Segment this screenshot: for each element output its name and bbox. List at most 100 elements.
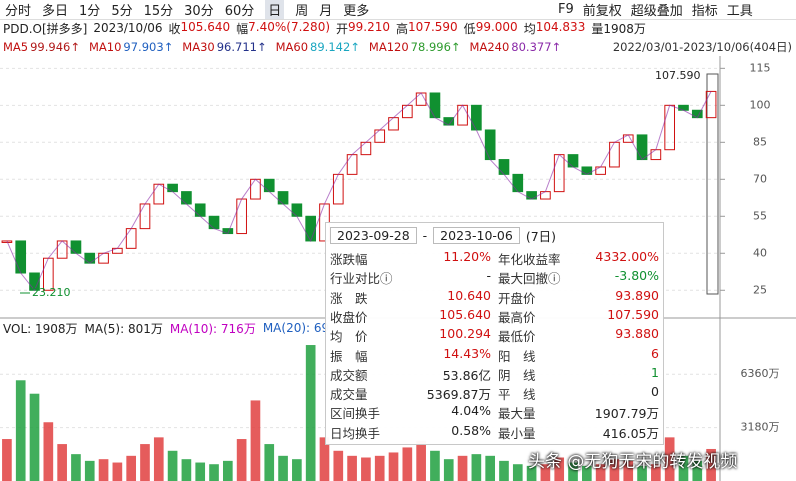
volume-bar bbox=[554, 457, 565, 481]
y-tick-label: 25 bbox=[753, 283, 767, 296]
low-label: 23.210 bbox=[32, 286, 71, 299]
quote-label: 开 bbox=[336, 21, 349, 36]
volume-bar bbox=[333, 450, 344, 481]
stat-value: 1 bbox=[651, 364, 659, 380]
period-tabs: 分时 多日 1分 5分 15分 30分 60分日周月更多 bbox=[0, 0, 369, 19]
volume-bar bbox=[430, 450, 440, 481]
volume-bar bbox=[112, 462, 123, 481]
period-tab[interactable]: 分时 bbox=[5, 4, 32, 19]
volume-bar bbox=[250, 400, 261, 481]
stat-label: 振 幅 bbox=[330, 348, 368, 364]
period-tab[interactable]: 1分 bbox=[79, 4, 101, 19]
candle bbox=[401, 104, 413, 119]
candle bbox=[167, 183, 178, 193]
volume-bar bbox=[664, 437, 675, 481]
y-tick-label: 115 bbox=[750, 61, 771, 74]
candle bbox=[291, 203, 303, 217]
volume-bar bbox=[485, 455, 496, 481]
start-date[interactable]: 2023-09-28 bbox=[330, 226, 417, 244]
volume-bar bbox=[443, 459, 454, 481]
candle bbox=[305, 215, 317, 242]
stat-label: 最小量 bbox=[498, 425, 536, 441]
volume-legend-item: MA(10): 716万 bbox=[169, 321, 256, 336]
watermark: 头条 @无狗无宋的转发视频 bbox=[528, 452, 738, 472]
volume-bar bbox=[581, 465, 592, 481]
ma-value: 78.996↑ bbox=[410, 39, 461, 54]
candle bbox=[443, 117, 455, 126]
stat-label: 成交量 bbox=[330, 387, 368, 403]
quote-label: 均 bbox=[523, 21, 536, 36]
candle bbox=[153, 183, 165, 205]
y-tick-label: 85 bbox=[753, 135, 767, 148]
volume-bar bbox=[209, 464, 219, 481]
volume-legend-item: MA(20): 69 bbox=[262, 321, 330, 335]
candle bbox=[581, 166, 593, 175]
selection-box bbox=[706, 73, 719, 295]
volume-bar bbox=[71, 454, 81, 481]
period-tab[interactable]: 周 bbox=[295, 4, 309, 19]
candle bbox=[194, 203, 206, 217]
candle bbox=[664, 104, 676, 151]
ma-item: MA120 78.996↑ bbox=[369, 40, 461, 54]
tool-button[interactable]: 指标 bbox=[691, 4, 718, 19]
period-tab[interactable]: 15分 bbox=[143, 4, 174, 19]
volume-bar bbox=[15, 380, 26, 481]
candle bbox=[553, 154, 565, 193]
volume-bar bbox=[43, 422, 54, 481]
stat-label: 日均换手 bbox=[330, 425, 381, 441]
tool-button[interactable]: 前复权 bbox=[582, 4, 622, 19]
ma-item: MA30 96.711↑ bbox=[182, 40, 266, 54]
stat-value: 4332.00% bbox=[595, 249, 659, 264]
candle bbox=[526, 191, 537, 200]
symbol: PDD.O[拼多多] bbox=[3, 21, 88, 36]
tool-button[interactable]: F9 bbox=[558, 2, 574, 17]
volume-bar bbox=[140, 444, 150, 481]
tool-button[interactable]: 工具 bbox=[726, 4, 753, 19]
period-tab[interactable]: 更多 bbox=[343, 4, 370, 19]
ma-value: 99.946↑ bbox=[30, 39, 80, 54]
ma-legend: MA5 99.946↑ MA10 97.903↑ MA30 96.711↑ MA60 89.1… bbox=[0, 38, 565, 55]
end-date[interactable]: 2023-10-06 bbox=[433, 226, 520, 244]
candle bbox=[609, 141, 620, 168]
stat-label: 平 线 bbox=[498, 387, 536, 403]
volume-bar bbox=[678, 455, 689, 481]
quote-value: 104.833 bbox=[535, 19, 586, 34]
candle bbox=[84, 252, 96, 264]
quote-item: 量 1908万 bbox=[591, 20, 646, 37]
candle bbox=[429, 92, 441, 119]
popup-header: 2023-09-28 - 2023-10-06 (7日) bbox=[330, 225, 556, 245]
ma-item: MA60 89.142↑ bbox=[276, 40, 360, 54]
candle bbox=[360, 141, 372, 156]
divider bbox=[0, 19, 796, 20]
volume-bar bbox=[361, 457, 371, 481]
stat-value: 11.20% bbox=[443, 249, 491, 264]
period-tab[interactable]: 日 bbox=[265, 0, 285, 19]
close-line bbox=[6, 91, 712, 292]
volume-bar bbox=[692, 460, 703, 481]
volume-bar bbox=[236, 439, 247, 481]
stat-label: 阴 线 bbox=[498, 367, 536, 383]
date-range: 2022/03/01-2023/10/06(404日) bbox=[612, 39, 792, 54]
candle bbox=[705, 90, 717, 119]
volume-bar bbox=[416, 440, 426, 481]
period-tab[interactable]: 30分 bbox=[184, 4, 214, 19]
period-tab[interactable]: 多日 bbox=[42, 4, 69, 19]
interval-stats-popup: 2023-09-28 - 2023-10-06 (7日) 涨跌幅 11.20% 年化… bbox=[325, 222, 664, 445]
period-tab[interactable]: 月 bbox=[319, 4, 333, 19]
stat-value: 93.890 bbox=[615, 287, 659, 303]
tools: F9 前复权 超级叠加 指标 工具 bbox=[558, 0, 753, 19]
stat-value: 0 bbox=[651, 384, 659, 400]
volume-bar bbox=[84, 460, 95, 481]
period-tab[interactable]: 60分 bbox=[224, 4, 255, 19]
tool-button[interactable]: 超级叠加 bbox=[630, 4, 683, 19]
quote-label: 收 bbox=[168, 21, 181, 36]
volume-bar bbox=[526, 465, 537, 481]
candle bbox=[512, 173, 524, 193]
candle bbox=[374, 129, 386, 143]
volume-bar bbox=[540, 464, 551, 481]
quote-value: 105.640 bbox=[180, 19, 231, 34]
candle bbox=[388, 117, 399, 131]
stat-label: 成交额 bbox=[330, 367, 368, 383]
period-tab[interactable]: 5分 bbox=[111, 4, 133, 19]
stat-value: - bbox=[486, 268, 491, 284]
